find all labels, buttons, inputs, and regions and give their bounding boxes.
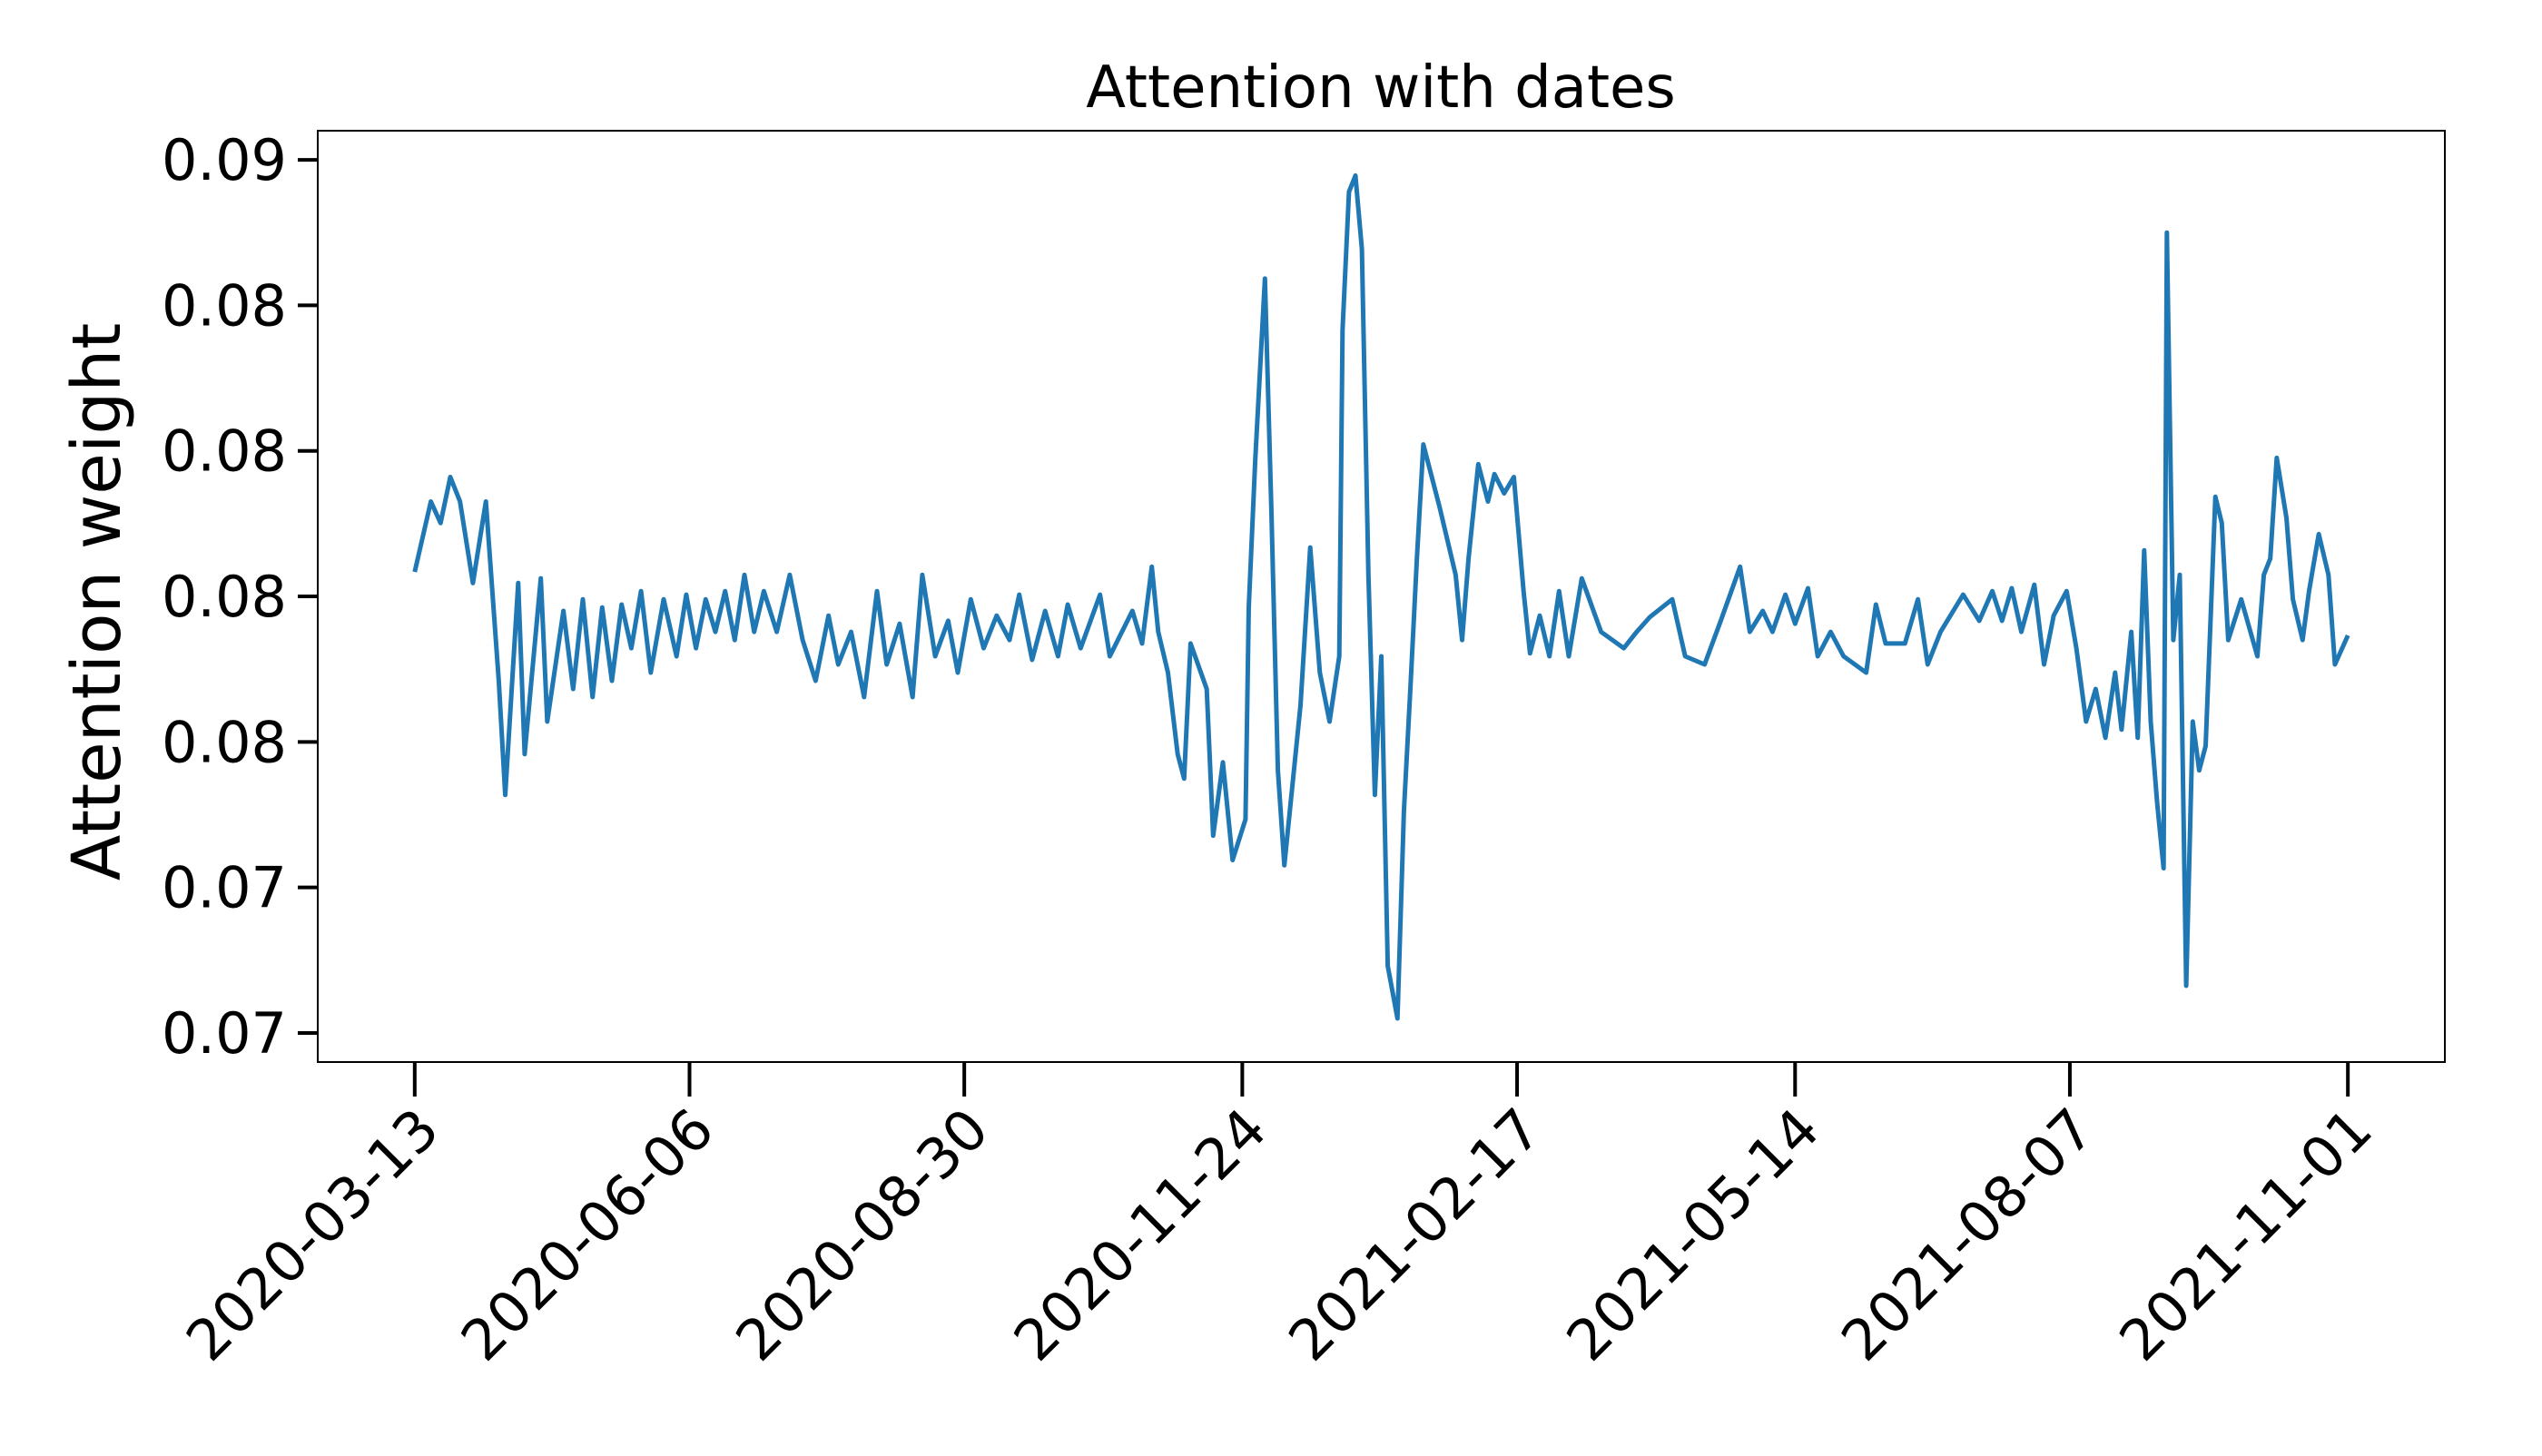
x-tick-label: 2020-03-13 [173,1096,451,1373]
x-tick-label: 2020-08-30 [723,1096,1000,1373]
x-tick-label: 2021-02-17 [1276,1096,1553,1373]
y-tick-label: 0.08 [162,272,287,339]
data-line [412,172,2350,1021]
x-tick-label: 2020-11-24 [1001,1096,1279,1373]
x-tick-label: 2021-05-14 [1553,1096,1831,1373]
chart-title: Attention with dates [1086,54,1676,122]
x-tick-label: 2021-08-07 [1828,1096,2106,1373]
x-tick-label: 2020-06-06 [448,1096,726,1373]
y-tick-label: 0.09 [162,127,287,193]
y-tick-label: 0.07 [162,855,287,921]
y-tick-label: 0.08 [162,564,287,630]
y-axis-label: Attention weight [58,323,136,881]
y-tick-label: 0.08 [162,709,287,775]
y-tick-label: 0.08 [162,418,287,485]
x-tick-label: 2021-11-01 [2106,1096,2384,1373]
y-tick-label: 0.07 [162,1000,287,1067]
plot-frame [317,130,2446,1063]
